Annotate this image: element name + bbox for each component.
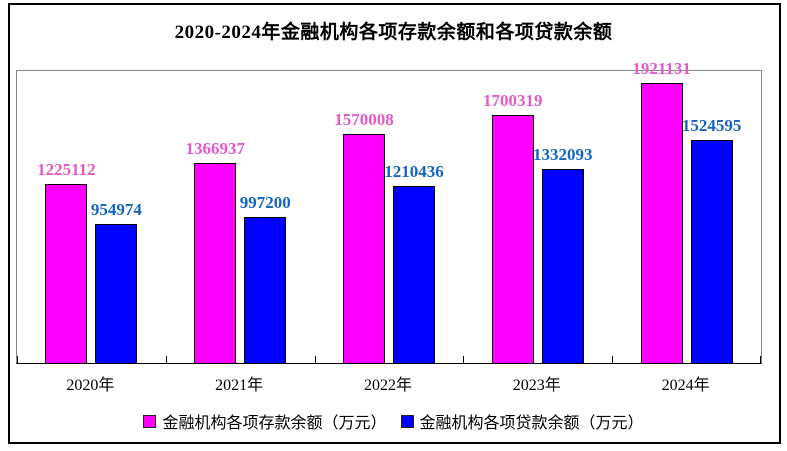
bar-deposit-2024年	[640, 83, 683, 363]
legend-label-deposit: 金融机构各项存款余额（万元）	[162, 415, 387, 432]
legend-label-loan: 金融机构各项贷款余额（万元）	[419, 415, 644, 432]
x-axis-tick	[760, 356, 761, 363]
bar-value-label-deposit-2023年: 1700319	[483, 91, 543, 110]
x-axis-tick	[314, 356, 316, 363]
x-axis-tick	[165, 356, 167, 363]
x-axis-label-2023年: 2023年	[512, 377, 561, 394]
bar-loan-2023年	[541, 169, 584, 363]
bar-value-label-deposit-2022年: 1570008	[334, 110, 394, 129]
plot-area: 1225112 954974 1366937 997200 1570008 1210436…	[16, 60, 762, 364]
legend: 金融机构各项存款余额（万元） 金融机构各项贷款余额（万元）	[0, 409, 787, 433]
legend-swatch-loan	[400, 414, 414, 428]
bar-deposit-2020年	[45, 184, 88, 363]
bar-value-label-loan-2020年: 954974	[90, 200, 142, 219]
bar-value-label-loan-2024年: 1524595	[681, 116, 742, 135]
x-axis-label-2022年: 2022年	[363, 377, 413, 394]
bar-loan-2022年	[393, 186, 435, 363]
bar-value-label-loan-2021年: 997200	[239, 193, 291, 212]
bar-deposit-2023年	[491, 115, 534, 363]
x-axis-label-2021年: 2021年	[215, 377, 264, 394]
bar-deposit-2022年	[343, 134, 385, 363]
bar-value-label-loan-2022年: 1210436	[384, 162, 444, 181]
legend-item-deposit: 金融机构各项存款余额（万元）	[143, 409, 387, 433]
bar-value-label-deposit-2020年: 1225112	[37, 160, 96, 179]
legend-item-loan: 金融机构各项贷款余额（万元）	[400, 409, 644, 433]
x-axis-label-2020年: 2020年	[66, 377, 115, 394]
chart-title: 2020-2024年金融机构各项存款余额和各项贷款余额	[174, 22, 613, 43]
bar-loan-2020年	[95, 224, 138, 363]
bar-deposit-2021年	[194, 163, 237, 363]
bar-value-label-deposit-2021年: 1366937	[185, 139, 245, 158]
x-axis-tick	[612, 356, 614, 363]
x-axis-tick	[463, 356, 465, 363]
x-axis-tick	[17, 356, 18, 363]
bar-loan-2021年	[244, 217, 287, 363]
x-axis-label-2024年: 2024年	[661, 377, 710, 394]
bar-value-label-loan-2023年: 1332093	[533, 145, 593, 164]
bar-loan-2024年	[690, 140, 733, 363]
bar-value-label-deposit-2024年: 1921131	[632, 59, 691, 78]
legend-swatch-deposit	[143, 414, 157, 428]
